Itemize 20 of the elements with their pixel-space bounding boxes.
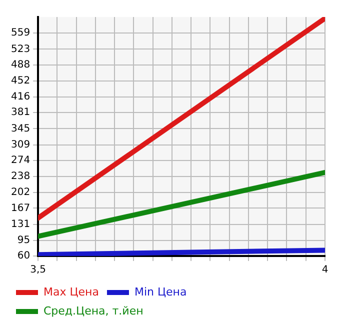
y-tick-label: 416 [10,92,30,103]
legend-label: Сред.Цена, т.йен [44,304,144,318]
y-tick-label: 60 [17,250,30,262]
y-tick-label: 131 [10,218,30,230]
y-tick-label: 202 [10,187,30,198]
y-tick-label: 274 [10,154,30,166]
y-tick-label: 309 [10,139,30,150]
y-tick-label: 559 [10,28,30,39]
legend-label: Min Цена [134,285,187,298]
x-tick-label: 3,5 [30,264,46,276]
y-tick-label: 95 [17,234,30,246]
y-tick-label: 345 [10,123,30,134]
y-tick-label: 488 [10,59,30,70]
y-tick-label: 238 [10,171,30,182]
y-tick-label: 523 [10,44,30,55]
y-tick-label: 167 [10,202,30,214]
y-tick-label: 381 [10,107,30,118]
legend-label: Max Цена [44,285,99,298]
y-tick-label: 452 [10,75,30,86]
x-tick-label: 4 [322,264,328,276]
